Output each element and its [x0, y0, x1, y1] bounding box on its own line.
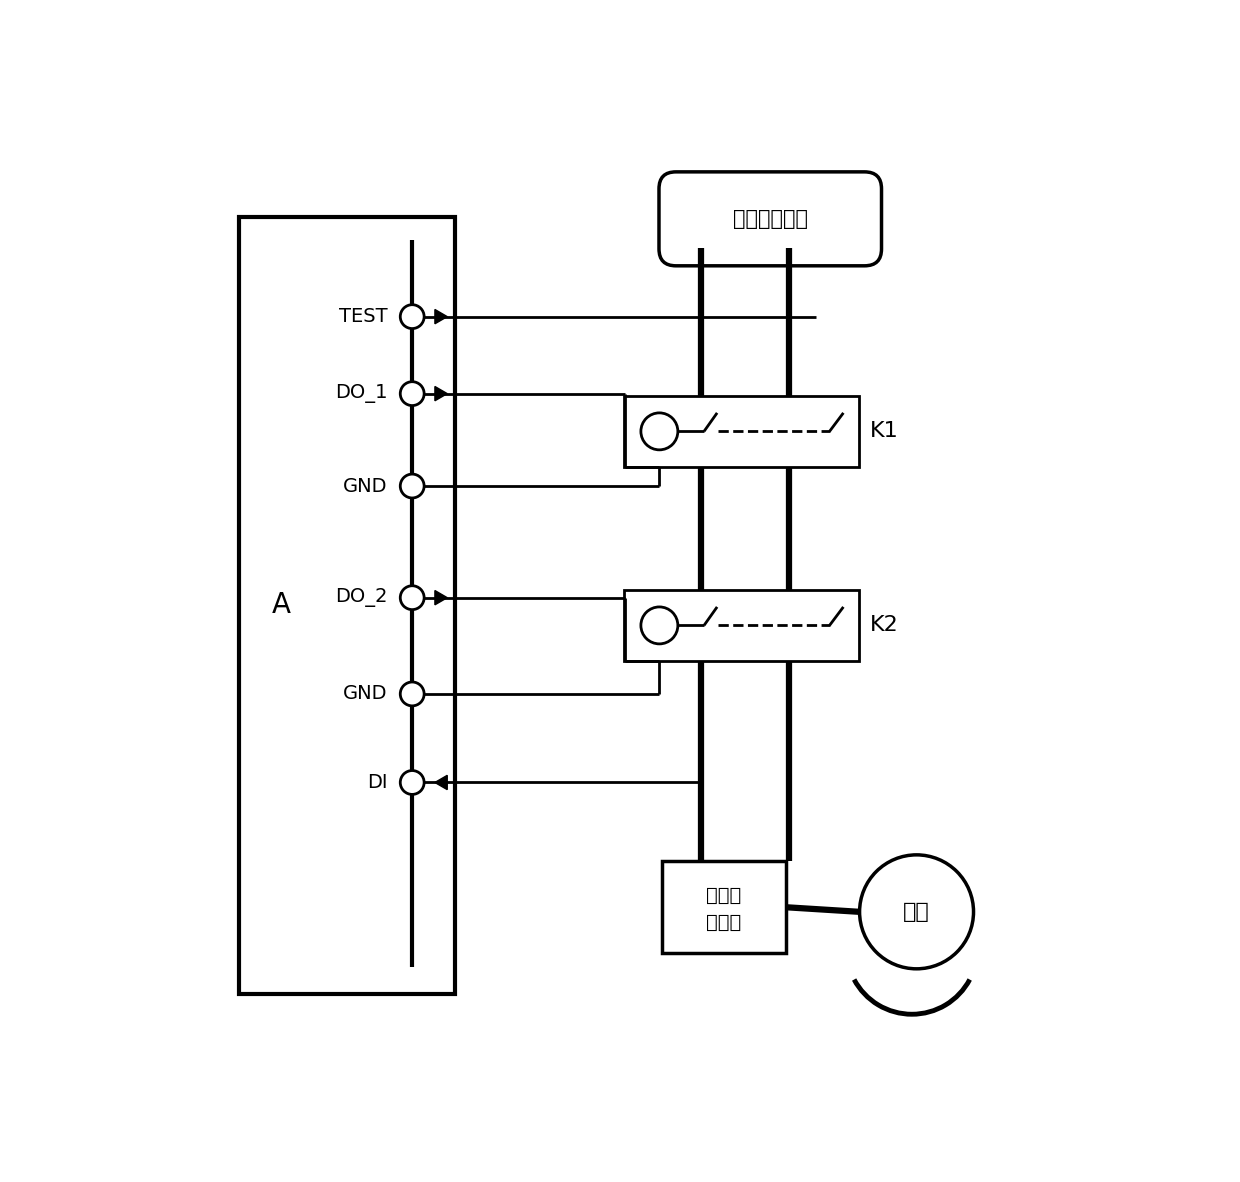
Polygon shape	[435, 591, 448, 605]
Text: 闸装置: 闸装置	[707, 914, 742, 933]
Text: TEST: TEST	[339, 307, 388, 326]
Circle shape	[641, 606, 678, 644]
Circle shape	[401, 382, 424, 405]
Polygon shape	[435, 775, 448, 790]
Polygon shape	[435, 387, 448, 401]
Circle shape	[401, 586, 424, 610]
Circle shape	[401, 474, 424, 498]
Text: K1: K1	[870, 421, 899, 441]
Bar	[239, 216, 455, 994]
Circle shape	[401, 305, 424, 329]
Text: DI: DI	[367, 773, 388, 792]
Text: GND: GND	[343, 476, 388, 495]
Polygon shape	[435, 310, 448, 324]
Circle shape	[859, 855, 973, 969]
Text: GND: GND	[343, 684, 388, 703]
Text: A: A	[272, 591, 291, 619]
Text: DO_2: DO_2	[335, 589, 388, 608]
Text: 制动抱: 制动抱	[707, 886, 742, 905]
Text: K2: K2	[870, 616, 899, 636]
Bar	[624, 396, 859, 467]
Bar	[624, 590, 859, 661]
Circle shape	[401, 771, 424, 794]
Text: DO_1: DO_1	[335, 384, 388, 403]
Text: 电机: 电机	[903, 902, 930, 922]
Circle shape	[401, 682, 424, 706]
Circle shape	[641, 413, 678, 450]
Bar	[662, 860, 786, 954]
Text: 安全抱闸电源: 安全抱闸电源	[733, 209, 807, 229]
